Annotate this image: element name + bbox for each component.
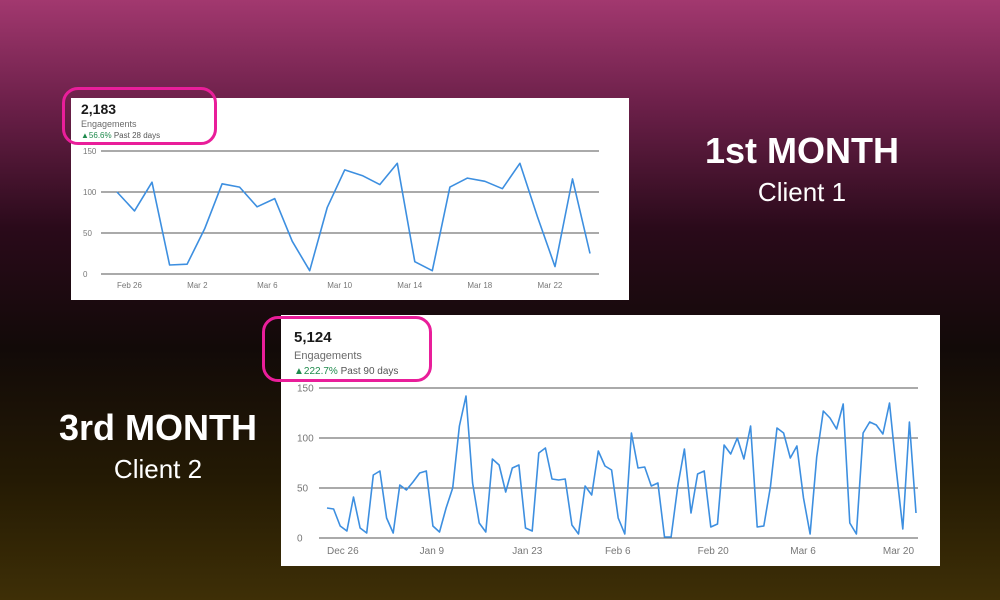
chart-card-client-2: 5,124 Engagements ▲222.7% Past 90 days 0… (281, 315, 940, 566)
heading-title: 3rd MONTH (59, 407, 257, 448)
heading-client-2: 3rd MONTH Client 2 (40, 407, 276, 485)
y-tick-label: 150 (83, 147, 97, 156)
x-tick-label: Feb 6 (605, 546, 631, 557)
heading-subtitle: Client 1 (757, 177, 847, 207)
heading-client-1: 1st MONTH Client 1 (680, 130, 924, 208)
x-tick-label: Jan 9 (420, 546, 445, 557)
metric-change: 222.7% (303, 366, 338, 377)
metric-change: 56.6% (88, 131, 112, 140)
x-tick-label: Mar 18 (467, 281, 492, 290)
y-tick-label: 50 (297, 484, 309, 495)
heading-subtitle: Client 2 (113, 454, 203, 484)
line-chart: 0 50 100 150 Dec 26 Jan 9 Jan 23 Feb 6 Feb 20 Mar… (297, 384, 918, 557)
series-line (116, 162, 591, 272)
x-tick-label: Mar 6 (257, 281, 278, 290)
metric-period: Past 28 days (113, 131, 161, 140)
up-arrow-icon: ▲ (81, 131, 89, 140)
metric-summary: 2,183 Engagements ▲56.6% Past 28 days (81, 101, 160, 141)
y-tick-label: 100 (297, 434, 314, 445)
up-arrow-icon: ▲ (294, 366, 304, 377)
metric-change-row: ▲222.7% Past 90 days (294, 365, 398, 379)
y-tick-label: 0 (83, 270, 88, 279)
chart-card-client-1: 2,183 Engagements ▲56.6% Past 28 days 0 5… (71, 98, 629, 300)
metric-value: 2,183 (81, 101, 117, 117)
x-tick-label: Mar 10 (327, 281, 352, 290)
x-tick-label: Mar 2 (187, 281, 208, 290)
x-tick-label: Mar 14 (397, 281, 422, 290)
metric-label: Engagements (81, 119, 137, 129)
metric-highlight-outline (62, 87, 217, 145)
x-tick-label: Jan 23 (512, 546, 542, 557)
series-line (326, 395, 917, 538)
metric-value: 5,124 (294, 329, 332, 346)
metric-period: Past 90 days (340, 366, 399, 377)
y-tick-label: 50 (83, 229, 92, 238)
y-tick-label: 100 (83, 188, 97, 197)
x-tick-label: Feb 20 (698, 546, 730, 557)
x-tick-label: Mar 20 (883, 546, 915, 557)
y-tick-label: 150 (297, 384, 314, 395)
metric-label: Engagements (294, 350, 362, 362)
x-tick-label: Dec 26 (327, 546, 359, 557)
x-tick-label: Mar 6 (790, 546, 816, 557)
metric-change-row: ▲56.6% Past 28 days (81, 130, 160, 141)
x-tick-label: Mar 22 (537, 281, 562, 290)
line-chart: 0 50 100 150 Feb 26 Mar 2 Mar 6 Mar 10 Mar 14 Mar… (83, 147, 599, 290)
x-tick-label: Feb 26 (117, 281, 142, 290)
metric-highlight-outline (262, 316, 432, 382)
y-tick-label: 0 (297, 534, 303, 545)
heading-title: 1st MONTH (704, 130, 899, 171)
metric-summary: 5,124 Engagements ▲222.7% Past 90 days (294, 328, 398, 379)
